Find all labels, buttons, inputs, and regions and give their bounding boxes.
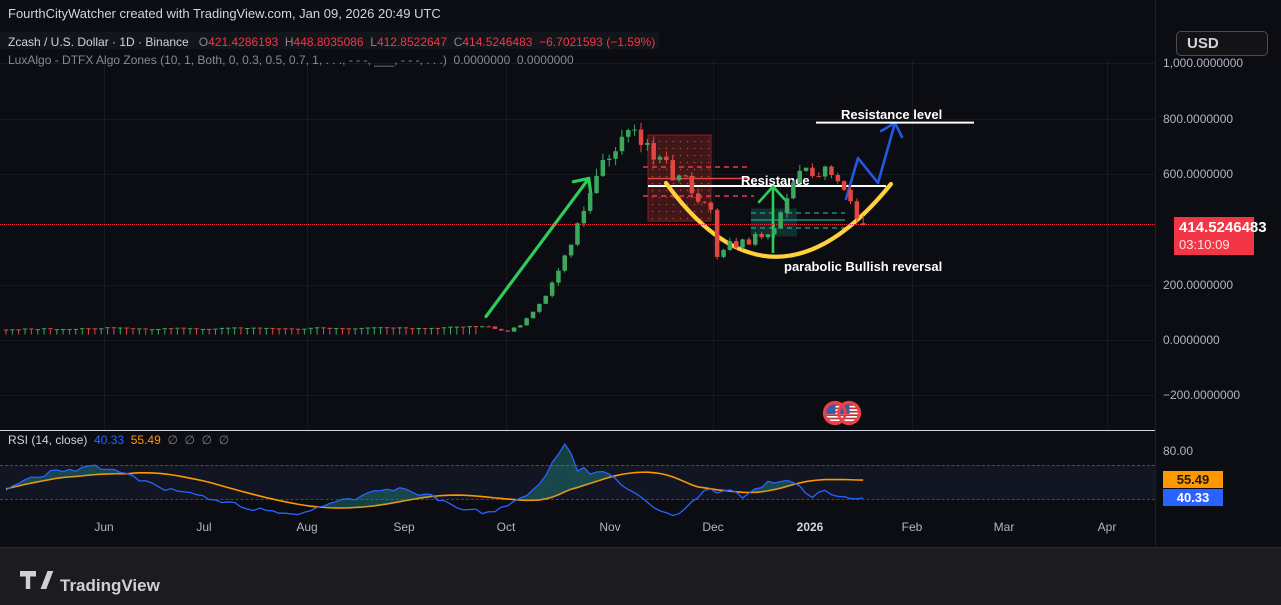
svg-text:Resistance: Resistance	[741, 173, 810, 188]
svg-text:parabolic Bullish reversal: parabolic Bullish reversal	[784, 259, 942, 274]
